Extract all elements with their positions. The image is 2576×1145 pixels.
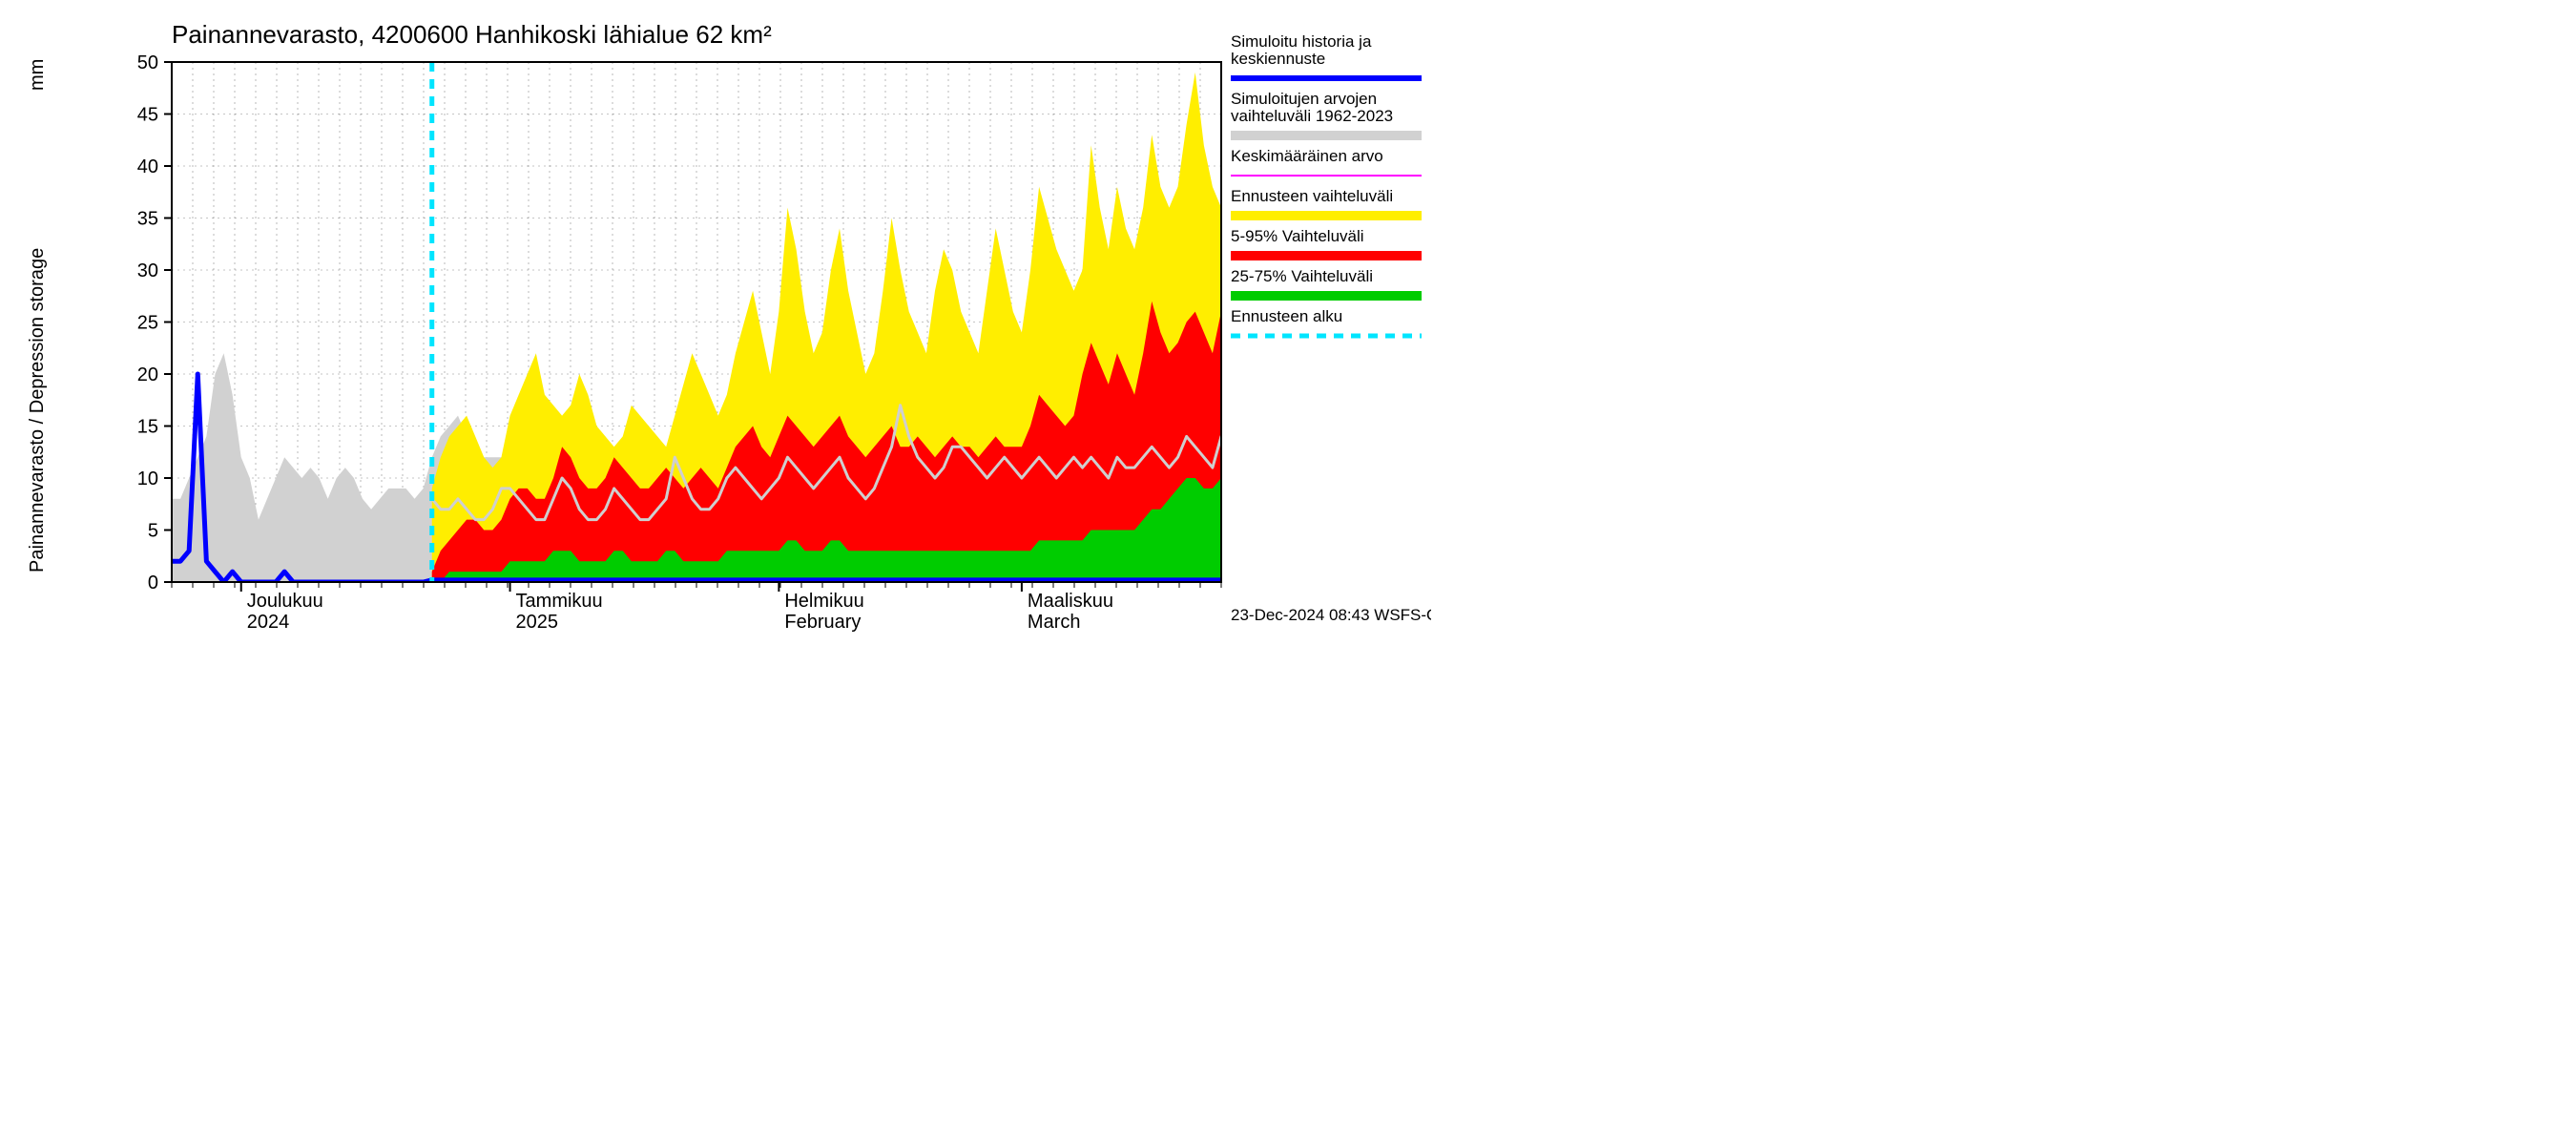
x-month-sub: 2024 bbox=[247, 612, 290, 633]
x-month-sub: March bbox=[1028, 612, 1081, 633]
chart-container: 05101520253035404550Joulukuu2024Tammikuu… bbox=[0, 0, 1431, 636]
legend-label: 5-95% Vaihteluväli bbox=[1231, 227, 1364, 245]
y-tick-label: 15 bbox=[137, 417, 158, 438]
y-tick-label: 5 bbox=[148, 521, 158, 542]
y-tick-label: 45 bbox=[137, 105, 158, 126]
legend-label: Ennusteen vaihteluväli bbox=[1231, 187, 1393, 205]
chart-svg: 05101520253035404550Joulukuu2024Tammikuu… bbox=[0, 0, 1431, 636]
legend-swatch bbox=[1231, 211, 1422, 220]
footer-timestamp: 23-Dec-2024 08:43 WSFS-O bbox=[1231, 606, 1431, 624]
legend-label: Keskimääräinen arvo bbox=[1231, 147, 1383, 165]
y-tick-label: 30 bbox=[137, 260, 158, 281]
x-month-sub: February bbox=[784, 612, 861, 633]
y-axis-unit: mm bbox=[27, 59, 48, 91]
legend-label: Ennusteen alku bbox=[1231, 307, 1342, 325]
y-tick-label: 10 bbox=[137, 468, 158, 489]
legend-swatch bbox=[1231, 291, 1422, 301]
y-tick-label: 25 bbox=[137, 313, 158, 334]
y-tick-label: 20 bbox=[137, 364, 158, 385]
x-month-sub: 2025 bbox=[516, 612, 559, 633]
y-axis-label: Painannevarasto / Depression storage bbox=[27, 248, 48, 572]
y-tick-label: 40 bbox=[137, 156, 158, 177]
y-tick-label: 50 bbox=[137, 52, 158, 73]
x-month-label: Tammikuu bbox=[516, 591, 603, 612]
x-month-label: Joulukuu bbox=[247, 591, 323, 612]
legend-label: keskiennuste bbox=[1231, 50, 1325, 68]
y-tick-label: 0 bbox=[148, 572, 158, 593]
legend-swatch bbox=[1231, 131, 1422, 140]
legend-label: 25-75% Vaihteluväli bbox=[1231, 267, 1373, 285]
y-tick-label: 35 bbox=[137, 209, 158, 230]
legend-label: Simuloitujen arvojen bbox=[1231, 90, 1377, 108]
legend-swatch bbox=[1231, 251, 1422, 260]
x-month-label: Helmikuu bbox=[784, 591, 863, 612]
x-month-label: Maaliskuu bbox=[1028, 591, 1113, 612]
chart-title: Painannevarasto, 4200600 Hanhikoski lähi… bbox=[172, 20, 772, 49]
legend-label: Simuloitu historia ja bbox=[1231, 32, 1372, 51]
legend-label: vaihteluväli 1962-2023 bbox=[1231, 107, 1393, 125]
